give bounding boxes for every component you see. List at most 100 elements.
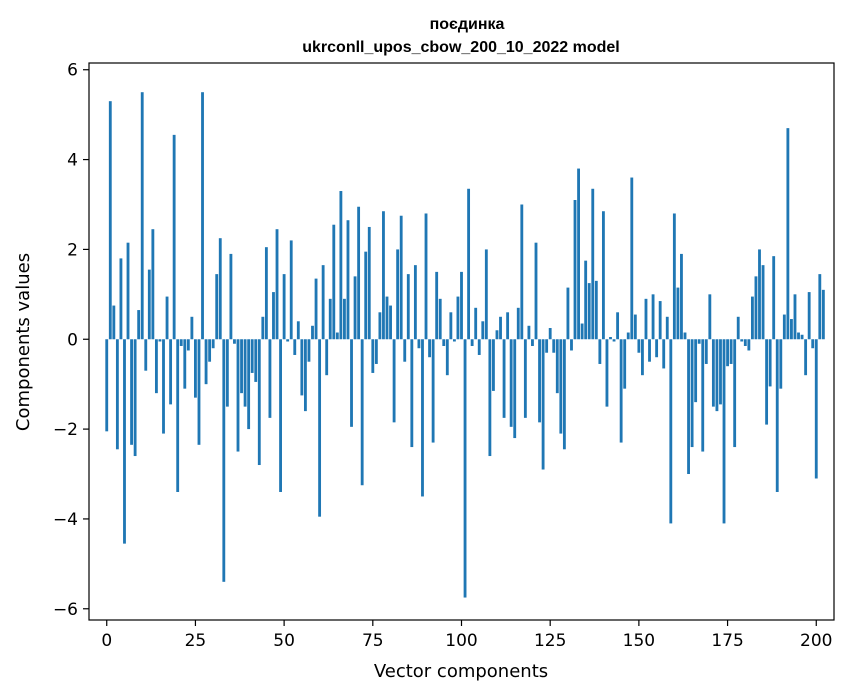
bar [619,339,623,443]
bar [513,339,517,439]
bar [442,339,446,346]
bar [743,339,747,346]
bar [690,339,694,448]
bar [147,269,151,340]
bar [396,249,400,340]
chart-subtitle: ukrconll_upos_cbow_200_10_2022 model [302,39,619,56]
bar [644,298,648,340]
bar [545,339,549,353]
bar [651,294,655,340]
axes-group: 0 25 50 75 100 125 150 175 200 −6 −4 −2 0 2 4 6 [53,61,835,651]
bar [665,316,669,340]
x-tick-label: 175 [711,631,743,651]
bar [662,339,666,369]
x-tick-label: 50 [273,631,295,651]
bar [197,339,201,445]
bar [154,339,158,394]
bar [371,339,375,373]
bar [456,296,460,340]
bar [314,278,318,340]
bar [360,339,364,486]
bar [740,339,744,342]
bar [229,253,233,340]
bar [119,258,123,340]
bar [250,339,254,373]
bar [687,339,690,475]
bar [637,339,641,353]
bar [133,339,137,457]
bar [463,339,467,598]
bar [321,265,325,340]
bar [225,339,229,407]
bar [573,200,577,340]
bar [484,249,488,340]
bar [325,339,329,376]
bar [108,101,112,340]
bar [733,339,737,448]
bar [793,294,797,340]
bar [768,339,772,387]
bar [630,177,634,340]
bar [534,242,538,340]
bar [243,339,247,407]
bar [413,265,417,340]
bar [566,287,570,340]
bar [289,240,293,340]
bar [499,316,502,340]
bar [428,339,431,358]
bar [612,339,616,342]
bar [680,253,683,340]
bar [137,310,141,340]
bar [555,339,559,394]
bar [279,339,282,492]
bar [374,339,378,364]
bar [506,312,510,340]
bar [282,274,286,340]
bar [641,339,644,376]
bar [772,256,776,340]
bar [367,226,371,340]
bar [598,339,602,364]
bar [694,339,698,403]
y-axis-label: Components values [13,253,34,431]
bar [130,339,133,445]
bar [332,224,336,340]
bar [811,339,815,349]
bar [328,298,332,340]
bar [247,339,251,430]
bar [800,334,804,340]
bar [140,92,144,340]
bar [782,314,786,340]
bar [623,339,627,389]
y-tick-label: 4 [67,151,78,171]
bar [779,339,783,389]
bar [765,339,769,425]
bar [421,339,424,497]
bar [392,339,396,423]
bar [562,339,566,450]
bar [474,307,478,340]
y-tick-label: −4 [53,510,78,530]
bar [257,339,261,466]
bar [378,312,382,340]
x-tick-label: 25 [185,631,207,651]
bar [275,229,279,340]
bar [236,339,240,452]
bar [346,220,350,340]
x-tick-label: 150 [623,631,655,651]
bar [190,316,194,340]
x-axis-label: Vector components [374,661,548,682]
bar [541,339,545,470]
bar [821,289,825,340]
plot-frame [88,62,835,621]
bar [701,339,705,452]
bar [704,339,708,364]
bar [591,188,595,340]
bar [300,339,304,396]
bar [211,339,215,349]
bar [655,339,659,358]
x-tick-label: 125 [534,631,566,651]
bar [804,339,808,376]
bar [272,292,275,340]
